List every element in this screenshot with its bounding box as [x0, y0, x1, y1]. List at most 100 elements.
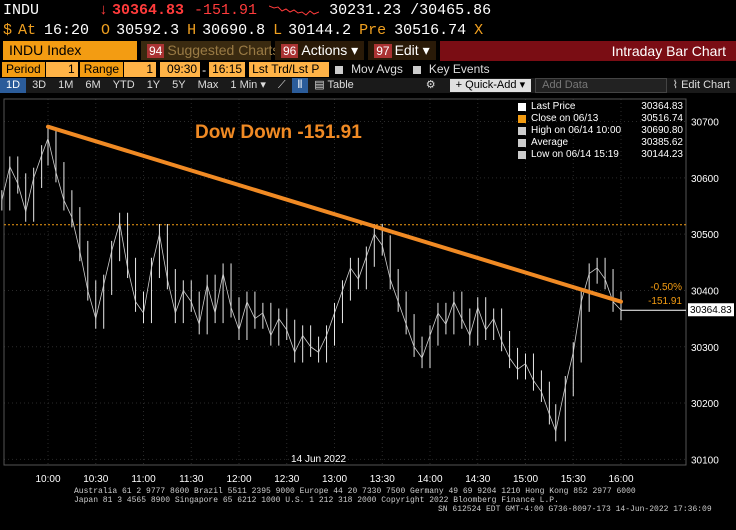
- legend-item[interactable]: High on 06/14 10:00 30690.80: [517, 125, 683, 137]
- price-connector: [437, 312, 447, 325]
- price-connector: [262, 312, 272, 336]
- dollar-icon: $: [3, 21, 13, 39]
- price-connector: [254, 312, 264, 319]
- range-button-1y[interactable]: 1Y: [146, 79, 161, 91]
- legend-item[interactable]: Last Price 30364.83: [517, 101, 683, 113]
- price-connector: [310, 346, 319, 353]
- price-connector: [1, 166, 11, 201]
- ticker[interactable]: INDU: [3, 1, 40, 19]
- range-button-5y[interactable]: 5Y: [172, 79, 186, 91]
- plus-icon: +: [455, 79, 466, 91]
- range-button-6m[interactable]: 6M: [85, 79, 101, 91]
- legend-item[interactable]: Average 30385.62: [517, 137, 683, 149]
- price-connector: [350, 267, 359, 280]
- y-tick-label: 30400: [691, 286, 719, 297]
- price-connector: [95, 284, 105, 319]
- range-end-input[interactable]: 16:15: [209, 62, 246, 77]
- legend-value: 30385.62: [641, 137, 683, 148]
- last-trade-select[interactable]: Lst Trd/Lst P: [249, 62, 330, 77]
- price-connector: [580, 273, 590, 302]
- chart-legend[interactable]: Last Price 30364.83 Close on 06/13 30516.74…: [517, 101, 683, 161]
- price-connector: [143, 267, 152, 314]
- price-connector: [413, 346, 423, 359]
- range-button-max[interactable]: Max: [197, 79, 219, 91]
- range-button-3d[interactable]: 3D: [32, 79, 47, 91]
- sparkline-icon: [269, 5, 320, 16]
- plot-frame: [3, 98, 687, 466]
- price-connector: [79, 250, 89, 291]
- price-connector: [342, 267, 351, 291]
- line-chart-icon[interactable]: ⟋: [277, 79, 286, 91]
- price-connector: [509, 357, 518, 370]
- table-button[interactable]: ▤ Table: [308, 78, 360, 93]
- range-start-input[interactable]: 09:30: [160, 62, 201, 77]
- price-connector: [222, 273, 232, 308]
- interval-select[interactable]: 1 Min ▾: [224, 78, 272, 93]
- price-connector: [198, 284, 208, 325]
- suggested-charts-number: 94: [147, 44, 165, 58]
- actions-label: Actions: [301, 42, 348, 58]
- mov-avgs-label: Mov Avgs: [351, 62, 403, 76]
- edit-menu[interactable]: 97 Edit ▾: [368, 41, 436, 60]
- close-quote-icon[interactable]: X: [474, 21, 484, 39]
- price-connector: [612, 301, 622, 311]
- price-connector: [389, 279, 399, 302]
- intraday-bar-chart[interactable]: 30100 30200 30300 30400 30500 30600 30700 10:0…: [0, 93, 736, 485]
- suggested-charts-menu[interactable]: 94 Suggested Charts: [141, 41, 279, 60]
- high-value: 30690.8: [202, 21, 266, 39]
- settings-icon[interactable]: ⚙: [425, 79, 436, 91]
- price-connector: [326, 312, 335, 336]
- legend-label: Low on 06/14 15:19: [531, 149, 619, 160]
- security-field[interactable]: INDU Index: [3, 41, 137, 60]
- quick-add-button[interactable]: + Quick-Add ▾: [449, 79, 532, 92]
- chart-grid: [3, 98, 687, 466]
- x-tick-label: 11:00: [131, 474, 156, 485]
- table-icon: ▤: [314, 79, 325, 91]
- open-value: 30592.3: [116, 21, 180, 39]
- function-title: Intraday Bar Chart: [439, 40, 736, 61]
- range-label: Range: [79, 62, 124, 77]
- price-connector: [9, 166, 19, 184]
- legend-value: 30144.23: [641, 149, 683, 160]
- chart-toolbar: 1D 3D 1M 6M YTD 1Y 5Y Max 1 Min ▾ ⟋ ⫴ ▤ …: [0, 78, 736, 93]
- trend-line: [46, 124, 623, 304]
- price-connector: [119, 222, 128, 268]
- x-tick-label: 14:00: [417, 474, 442, 485]
- date-label: 14 Jun 2022: [291, 454, 346, 465]
- price-connector: [270, 318, 280, 336]
- price-connector: [294, 335, 304, 353]
- legend-item[interactable]: Low on 06/14 15:19 30144.23: [517, 149, 683, 161]
- chevron-down-icon: ▾: [519, 79, 526, 91]
- actions-menu[interactable]: 96 Actions ▾: [275, 41, 365, 60]
- price-connector: [541, 391, 550, 415]
- price-connector: [230, 307, 240, 330]
- high-label: H: [187, 21, 197, 39]
- price-connector: [55, 172, 65, 201]
- period-input[interactable]: 1: [45, 62, 78, 77]
- legend-value: 30516.74: [641, 113, 683, 124]
- down-arrow-icon: ↓: [99, 1, 109, 19]
- mov-avgs-checkbox[interactable]: [335, 65, 344, 74]
- price-connector: [47, 138, 57, 173]
- chevron-down-icon: ▾: [351, 42, 359, 58]
- bar-chart-icon[interactable]: ⫴: [291, 78, 309, 93]
- price-connector: [71, 217, 81, 252]
- x-tick-label: 13:30: [370, 474, 395, 485]
- range-button-ytd[interactable]: YTD: [112, 79, 135, 91]
- price-connector: [25, 177, 35, 212]
- price-connector: [246, 301, 256, 319]
- edit-chart-button[interactable]: ⌇ Edit Chart: [667, 78, 736, 93]
- range-input[interactable]: 1: [124, 62, 157, 77]
- price-connector: [357, 256, 367, 280]
- range-button-1m[interactable]: 1M: [58, 79, 74, 91]
- table-label: Table: [327, 79, 354, 91]
- add-data-input[interactable]: Add Data: [535, 78, 667, 93]
- price-connector: [596, 267, 606, 280]
- legend-item[interactable]: Close on 06/13 30516.74: [517, 113, 683, 125]
- price-connector: [238, 301, 248, 330]
- price-connector: [501, 340, 510, 359]
- range-button-1d[interactable]: 1D: [0, 78, 27, 93]
- price-connector: [17, 183, 27, 212]
- price-connector: [564, 352, 574, 387]
- key-events-checkbox[interactable]: [412, 65, 421, 74]
